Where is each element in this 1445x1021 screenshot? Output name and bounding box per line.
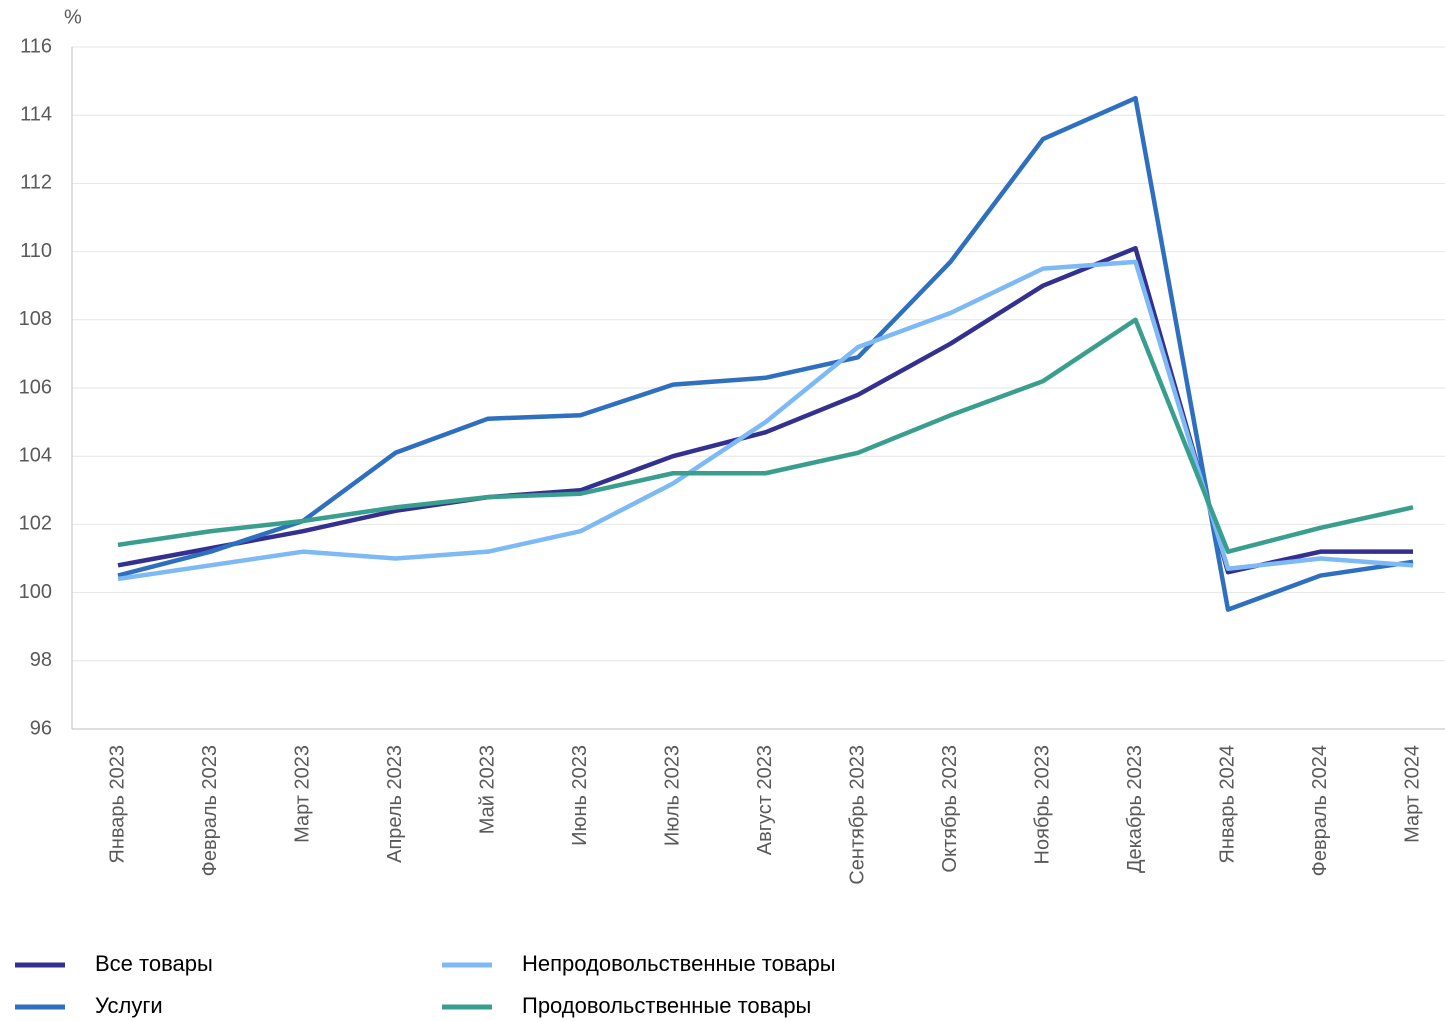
legend-label: Продовольственные товары bbox=[522, 993, 811, 1018]
x-tick-label: Апрель 2023 bbox=[384, 745, 406, 863]
y-tick-label: 114 bbox=[20, 103, 52, 125]
x-tick-label: Июнь 2023 bbox=[569, 745, 591, 846]
y-tick-label: 110 bbox=[20, 240, 52, 262]
x-tick-label: Сентябрь 2023 bbox=[846, 745, 868, 885]
x-tick-label: Февраль 2023 bbox=[199, 745, 221, 876]
y-tick-label: 112 bbox=[20, 172, 52, 194]
y-tick-label: 104 bbox=[19, 444, 52, 466]
x-tick-label: Январь 2023 bbox=[106, 745, 128, 864]
x-tick-label: Январь 2024 bbox=[1216, 745, 1238, 864]
x-tick-label: Март 2023 bbox=[291, 745, 313, 843]
series-line bbox=[117, 95, 1414, 612]
y-unit: % bbox=[64, 6, 82, 28]
x-tick-label: Февраль 2024 bbox=[1309, 745, 1331, 876]
legend-label: Все товары bbox=[95, 951, 213, 976]
y-tick-label: 102 bbox=[19, 513, 52, 535]
series-line bbox=[117, 259, 1414, 582]
x-tick-label: Ноябрь 2023 bbox=[1031, 745, 1053, 864]
y-tick-label: 116 bbox=[20, 35, 52, 57]
x-tick-label: Июль 2023 bbox=[661, 745, 683, 846]
y-tick-label: 98 bbox=[30, 649, 52, 671]
x-tick-label: Октябрь 2023 bbox=[939, 745, 961, 873]
x-tick-label: Март 2024 bbox=[1401, 745, 1423, 843]
y-tick-label: 106 bbox=[19, 376, 52, 398]
legend-label: Непродовольственные товары bbox=[522, 951, 836, 976]
x-tick-label: Май 2023 bbox=[476, 745, 498, 834]
y-tick-label: 96 bbox=[30, 717, 52, 739]
legend-label: Услуги bbox=[95, 993, 163, 1018]
series-line bbox=[117, 317, 1414, 554]
x-tick-label: Август 2023 bbox=[754, 745, 776, 855]
y-tick-label: 100 bbox=[19, 581, 52, 603]
x-tick-label: Декабрь 2023 bbox=[1124, 745, 1146, 873]
y-tick-label: 108 bbox=[19, 308, 52, 330]
